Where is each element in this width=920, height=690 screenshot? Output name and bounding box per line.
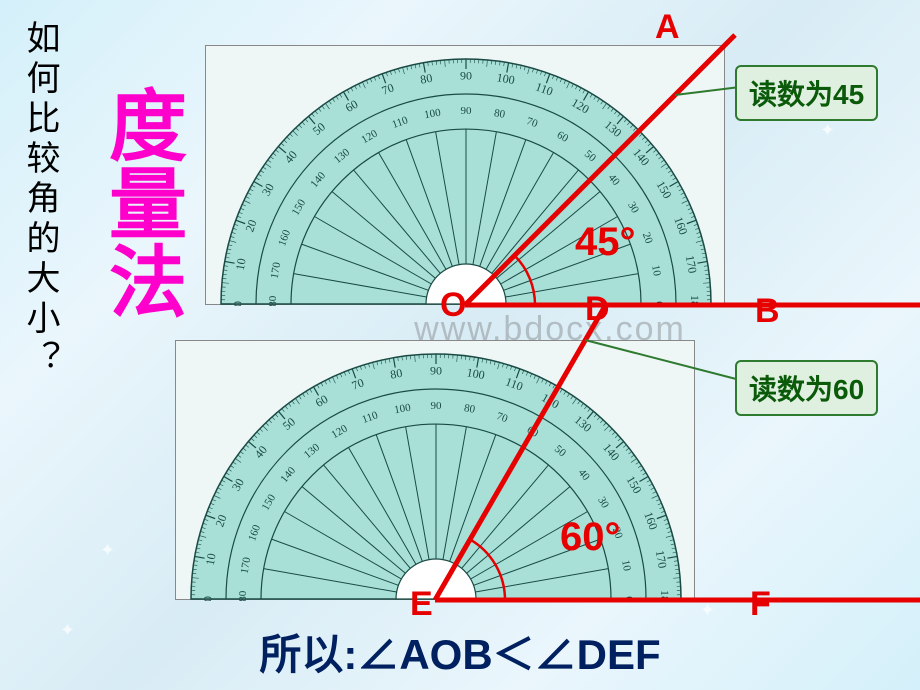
label-E: E xyxy=(410,585,433,624)
angle-arc-1 xyxy=(515,256,536,306)
conclusion-text: 所以:∠AOB＜∠DEF xyxy=(0,621,920,682)
label-O: O xyxy=(440,286,466,325)
callout-2: 读数为60 xyxy=(735,360,878,416)
angle-text-1: 45° xyxy=(575,220,636,265)
label-F: F xyxy=(750,585,771,624)
angle-arc-2 xyxy=(470,539,505,600)
question-text: 如何比较角的大小？ xyxy=(15,20,64,380)
label-D: D xyxy=(585,290,610,329)
diagram-stage: 0180101702016030150401405013060120701108… xyxy=(180,10,920,690)
label-B: B xyxy=(755,292,780,331)
callout-leader-2 xyxy=(585,340,740,380)
label-A: A xyxy=(655,8,680,47)
callout-1: 读数为45 xyxy=(735,65,878,121)
angle-text-2: 60° xyxy=(560,515,621,560)
